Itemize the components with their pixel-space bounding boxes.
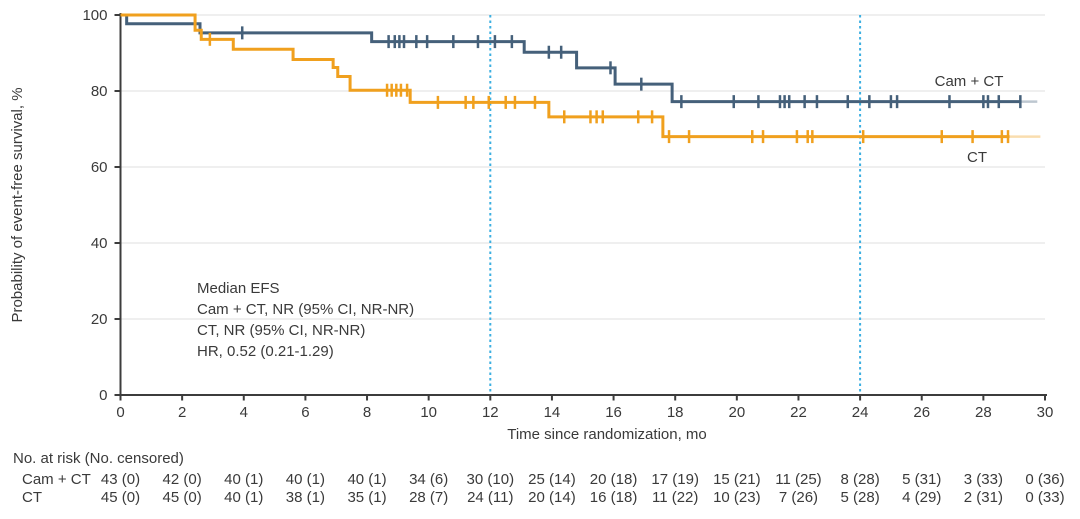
risk-row-label-ct: CT <box>22 489 42 506</box>
risk-count-cell: 24 (11) <box>467 489 513 506</box>
x-tick-label: 24 <box>852 404 869 421</box>
risk-count-cell: 40 (1) <box>224 471 263 488</box>
risk-row-label-cam-ct: Cam + CT <box>22 471 91 488</box>
risk-count-cell: 15 (21) <box>713 471 761 488</box>
risk-table: No. at risk (No. censored) Cam + CT CT <box>13 450 184 506</box>
risk-count-cell: 11 (22) <box>652 489 698 506</box>
risk-count-cell: 40 (1) <box>347 471 386 488</box>
risk-count-cell: 7 (26) <box>779 489 818 506</box>
risk-count-cell: 17 (19) <box>651 471 699 488</box>
risk-count-cell: 34 (6) <box>409 471 448 488</box>
x-tick-label: 4 <box>240 404 248 421</box>
x-tick-label: 10 <box>420 404 437 421</box>
risk-count-cell: 0 (33) <box>1025 489 1064 506</box>
risk-count-cell: 40 (1) <box>224 489 263 506</box>
risk-count-cell: 5 (31) <box>902 471 941 488</box>
series-label-cam-ct: Cam + CT <box>935 73 1004 90</box>
x-tick-label: 0 <box>116 404 124 421</box>
x-tick-label: 26 <box>913 404 930 421</box>
y-tick-label: 80 <box>91 83 108 100</box>
risk-count-cell: 28 (7) <box>409 489 448 506</box>
x-tick-label: 28 <box>975 404 992 421</box>
risk-count-cell: 35 (1) <box>347 489 386 506</box>
reference-lines <box>489 15 862 394</box>
series-label-ct: CT <box>967 149 987 166</box>
y-tick-label: 40 <box>91 235 108 252</box>
axes <box>114 13 1047 401</box>
km-curve-ct <box>120 13 1010 139</box>
x-tick-label: 2 <box>178 404 186 421</box>
x-tick-label: 30 <box>1037 404 1054 421</box>
risk-count-cell: 8 (28) <box>841 471 880 488</box>
risk-count-cell: 16 (18) <box>590 489 638 506</box>
risk-count-cell: 43 (0) <box>101 471 140 488</box>
x-axis-title: Time since randomization, mo <box>507 426 707 443</box>
x-tick-label: 20 <box>728 404 745 421</box>
risk-count-cell: 5 (28) <box>841 489 880 506</box>
risk-count-cell: 3 (33) <box>964 471 1003 488</box>
risk-table-header: No. at risk (No. censored) <box>13 450 184 467</box>
annotation-line-1: Median EFS <box>197 280 280 297</box>
risk-count-cell: 20 (14) <box>528 489 576 506</box>
risk-count-cell: 2 (31) <box>964 489 1003 506</box>
risk-table-numbers: 43 (0) 42 (0) 40 (1) 40 (1) 40 (1) 34 (6) 30 (… <box>101 471 1065 506</box>
risk-count-cell: 4 (29) <box>902 489 941 506</box>
risk-count-cell: 20 (18) <box>590 471 638 488</box>
risk-count-cell: 38 (1) <box>286 489 325 506</box>
risk-count-cell: 11 (25) <box>775 471 821 488</box>
x-tick-label: 6 <box>301 404 309 421</box>
y-axis-title: Probability of event-free survival, % <box>9 87 26 322</box>
x-tick-label: 8 <box>363 404 371 421</box>
y-tick-label: 100 <box>82 7 107 24</box>
x-tick-label: 22 <box>790 404 807 421</box>
risk-count-cell: 45 (0) <box>101 489 140 506</box>
gridlines <box>120 14 1045 320</box>
risk-count-cell: 30 (10) <box>467 471 515 488</box>
risk-count-cell: 42 (0) <box>163 471 202 488</box>
risk-count-cell: 25 (14) <box>528 471 576 488</box>
y-tick-label: 60 <box>91 159 108 176</box>
x-tick-label: 14 <box>544 404 561 421</box>
x-tick-label: 16 <box>605 404 622 421</box>
y-tick-label: 20 <box>91 311 108 328</box>
x-tick-label: 12 <box>482 404 499 421</box>
y-tick-label: 0 <box>99 387 107 404</box>
risk-count-cell: 45 (0) <box>163 489 202 506</box>
x-tick-label: 18 <box>667 404 684 421</box>
annotation-line-2: Cam + CT, NR (95% CI, NR-NR) <box>197 301 414 318</box>
risk-count-cell: 0 (36) <box>1025 471 1064 488</box>
km-curve-cam-ct <box>120 13 1021 104</box>
risk-count-cell: 10 (23) <box>713 489 761 506</box>
survival-curves <box>120 13 1041 144</box>
annotation-line-4: HR, 0.52 (0.21-1.29) <box>197 343 334 360</box>
median-efs-annotation: Median EFS Cam + CT, NR (95% CI, NR-NR) … <box>197 280 414 360</box>
risk-count-cell: 40 (1) <box>286 471 325 488</box>
annotation-line-3: CT, NR (95% CI, NR-NR) <box>197 322 365 339</box>
